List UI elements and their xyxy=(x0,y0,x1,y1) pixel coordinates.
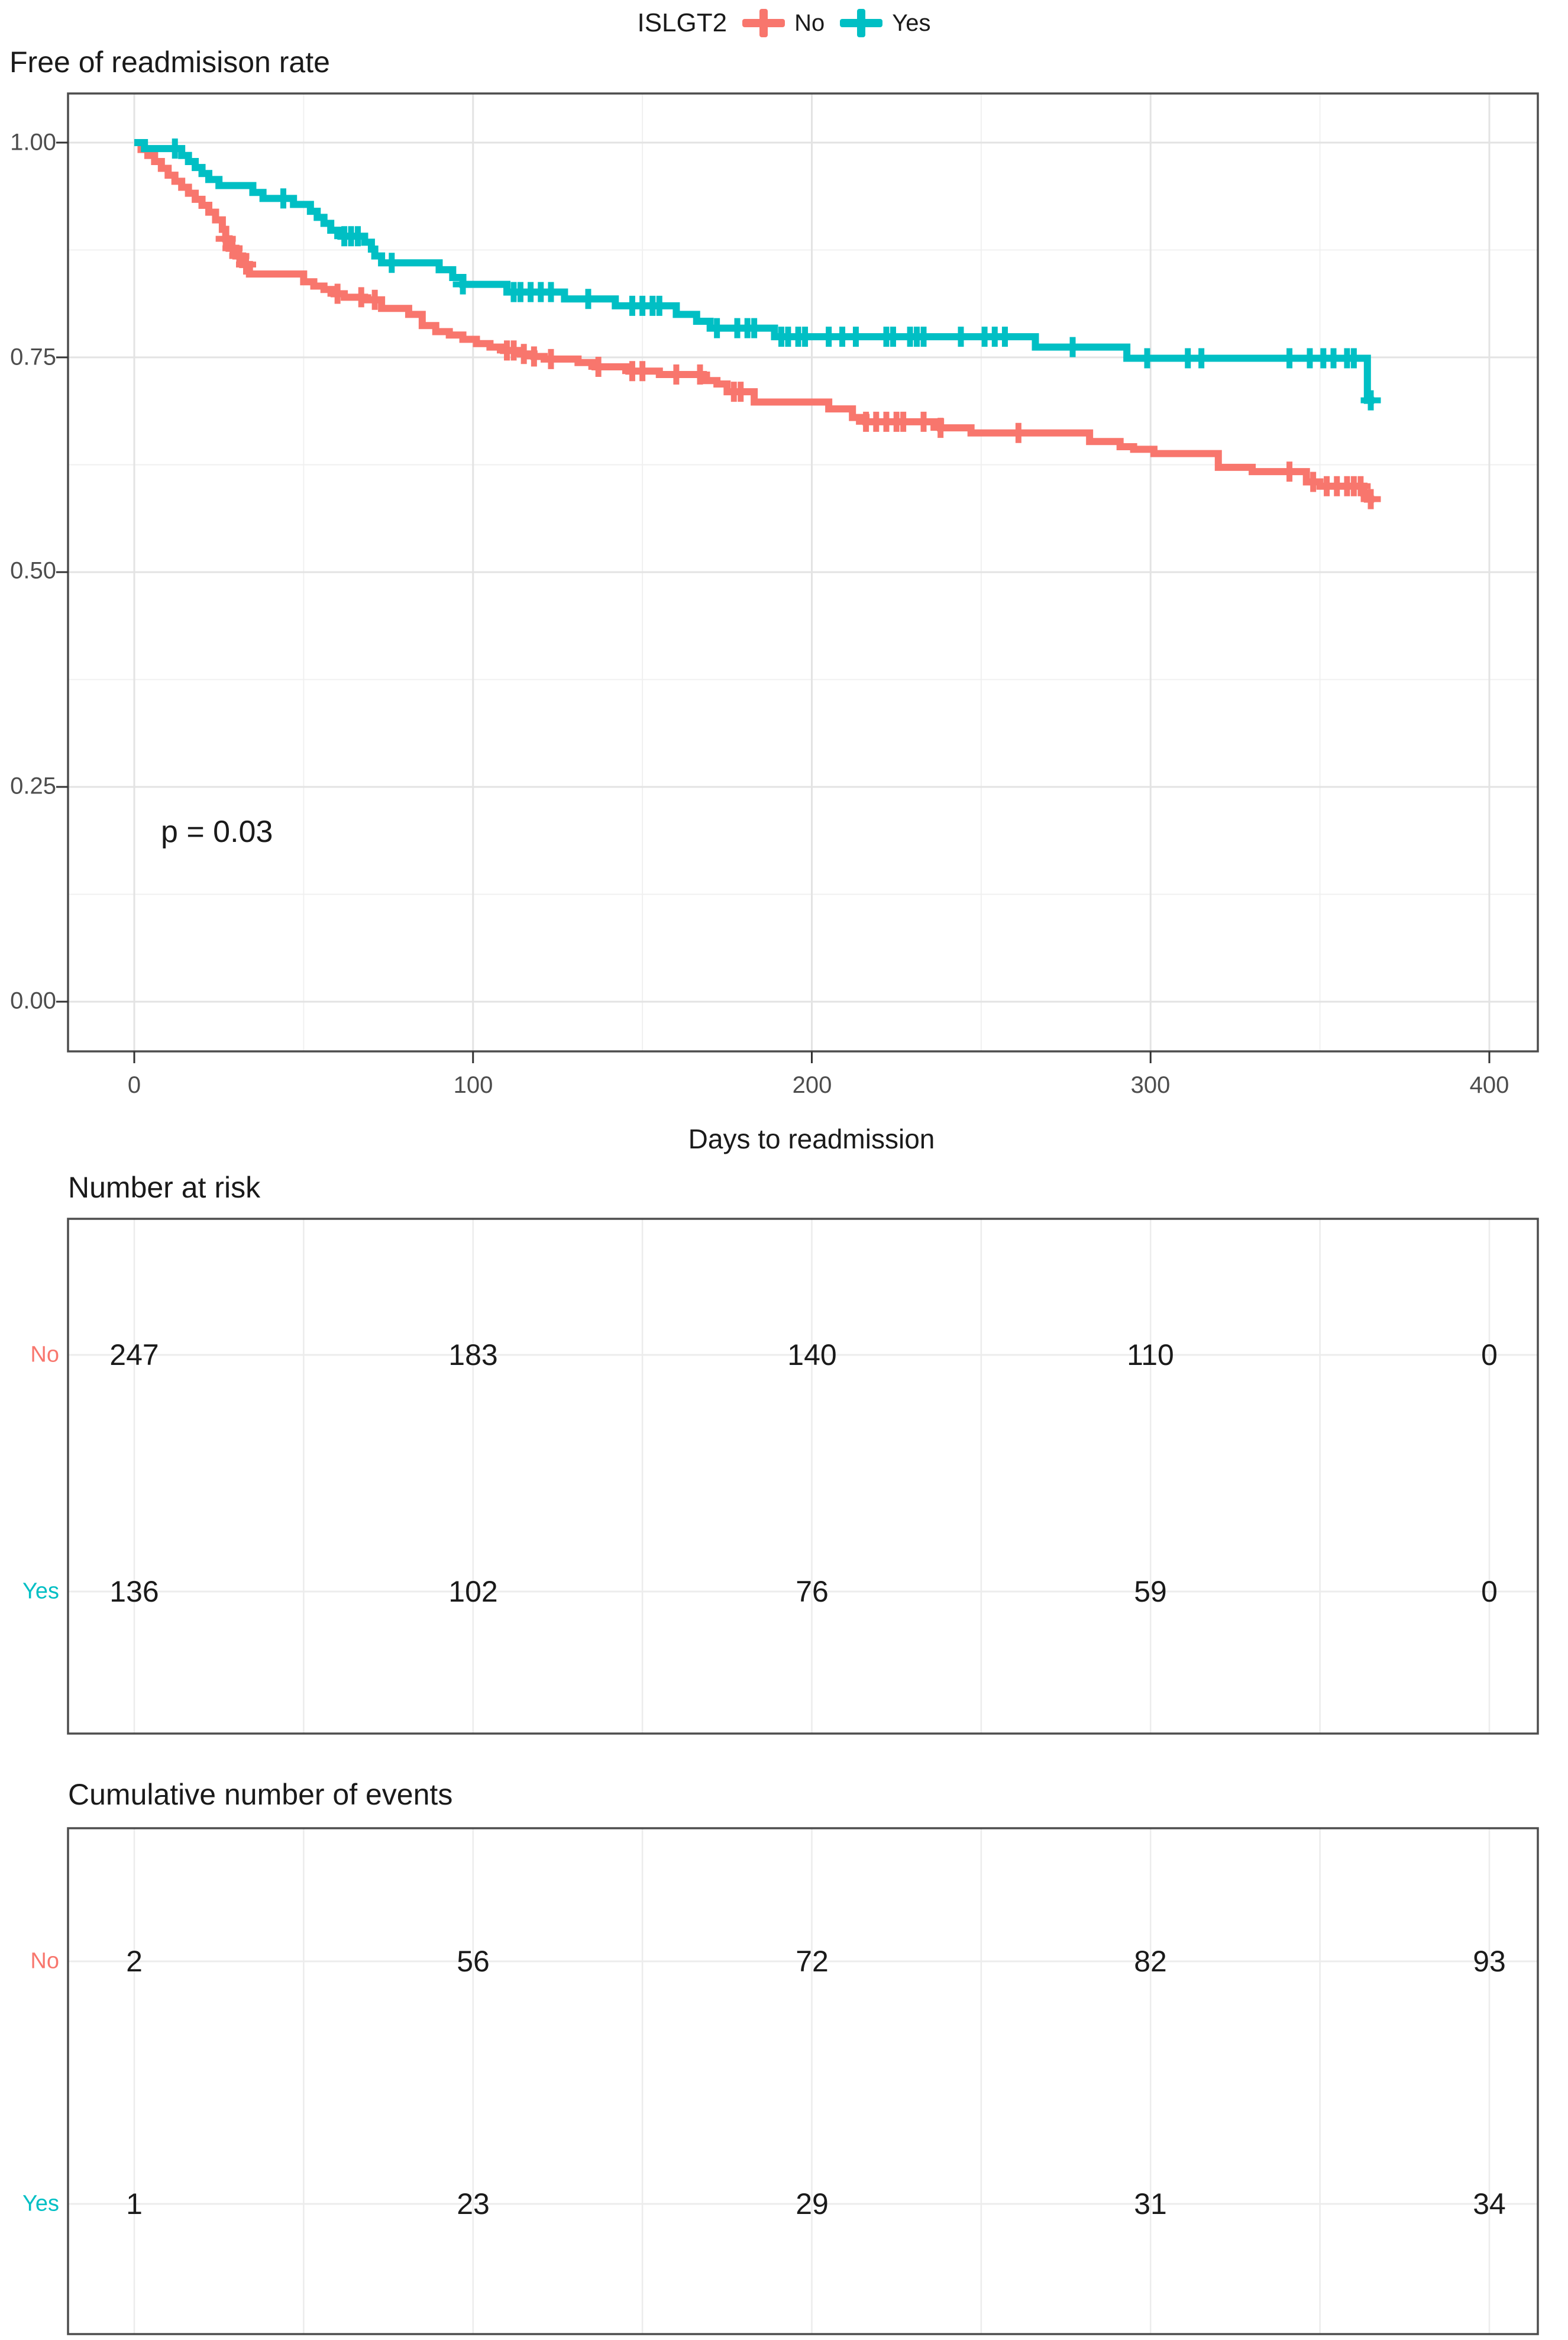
y-tick-label: 0.25 xyxy=(10,773,56,799)
events-value: 1 xyxy=(126,2187,143,2220)
p-value-annotation: p = 0.03 xyxy=(161,815,273,849)
events-value: 72 xyxy=(796,1945,829,1978)
risk-value: 110 xyxy=(1127,1338,1174,1371)
risk-value: 102 xyxy=(448,1575,498,1608)
x-tick-label: 300 xyxy=(1130,1072,1171,1098)
events-value: 31 xyxy=(1134,2187,1167,2220)
legend-item-no: No xyxy=(742,9,825,37)
legend: ISLGT2 No Yes xyxy=(0,8,1568,38)
events-table-title: Cumulative number of events xyxy=(68,1778,453,1811)
risk-value: 76 xyxy=(796,1575,829,1608)
risk-value: 59 xyxy=(1134,1575,1167,1608)
events-row-label-yes: Yes xyxy=(22,2191,59,2216)
risk-value: 0 xyxy=(1481,1575,1498,1608)
events-value: 56 xyxy=(457,1945,490,1978)
legend-item-yes: Yes xyxy=(840,9,931,37)
y-tick-label: 0.50 xyxy=(10,557,56,584)
y-tick-label: 0.00 xyxy=(10,987,56,1014)
x-axis-title: Days to readmission xyxy=(688,1124,935,1154)
chart-title: Free of readmisison rate xyxy=(9,46,330,79)
events-value: 23 xyxy=(457,2187,490,2220)
risk-value: 0 xyxy=(1481,1338,1498,1371)
events-value: 2 xyxy=(126,1945,143,1978)
events-value: 29 xyxy=(796,2187,829,2220)
x-tick-label: 0 xyxy=(127,1072,141,1098)
events-value: 93 xyxy=(1473,1945,1506,1978)
legend-label-no: No xyxy=(794,9,825,36)
x-tick-label: 200 xyxy=(792,1072,832,1098)
risk-row-label-yes: Yes xyxy=(22,1579,59,1604)
events-value: 34 xyxy=(1473,2187,1506,2220)
risk-value: 140 xyxy=(787,1338,837,1371)
legend-label-yes: Yes xyxy=(892,9,931,36)
events-value: 82 xyxy=(1134,1945,1167,1978)
censor-plus-icon xyxy=(742,9,785,37)
risk-value: 183 xyxy=(448,1338,498,1371)
risk-table-title: Number at risk xyxy=(68,1171,261,1204)
legend-title: ISLGT2 xyxy=(637,8,728,37)
x-tick-label: 400 xyxy=(1469,1072,1509,1098)
y-tick-label: 1.00 xyxy=(10,129,56,156)
risk-value: 136 xyxy=(109,1575,159,1608)
events-row-label-no: No xyxy=(30,1948,59,1974)
x-tick-label: 100 xyxy=(453,1072,493,1098)
risk-value: 247 xyxy=(109,1338,159,1371)
y-tick-label: 0.75 xyxy=(10,344,56,370)
censor-plus-icon xyxy=(840,9,883,37)
risk-row-label-no: No xyxy=(30,1342,59,1367)
